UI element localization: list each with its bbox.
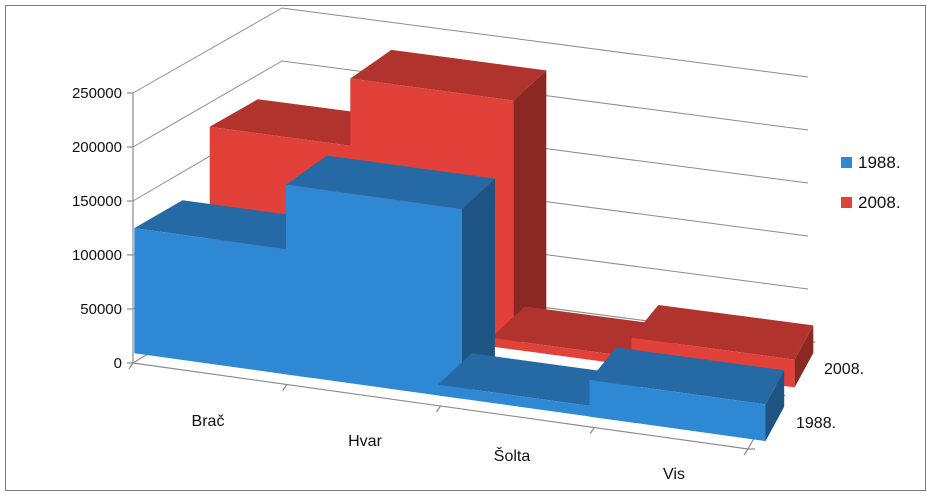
chart-frame: 0 50000 100000 150000 200000 250000 Brač Hvar Š… [5,5,926,491]
bar-1988-1 [286,155,495,399]
depth-axis-labels: 2008. 1988. [796,361,864,432]
y-tick-label: 0 [114,355,122,372]
x-tick-label: Vis [663,466,685,483]
legend-swatch [841,197,852,208]
bar-1988-3 [589,347,785,442]
chart-canvas: 0 50000 100000 150000 200000 250000 Brač Hvar Š… [72,7,901,483]
gridline [132,60,809,148]
legend-label: 2008. [858,193,901,212]
y-tick-label: 200000 [72,139,122,156]
legend-swatch [841,157,852,168]
x-tick-label: Brač [192,413,225,430]
x-tick-mark [743,448,749,456]
legend: 1988. 2008. [841,153,901,212]
gridline [132,7,809,94]
depth-tick-label: 1988. [796,415,836,432]
x-tick-mark [436,405,441,413]
depth-tick-label: 2008. [824,361,864,378]
y-tick-label: 150000 [72,193,122,210]
x-tick-mark [589,427,595,434]
x-tick-mark [128,362,134,370]
y-tick-label: 100000 [72,247,122,264]
y-tick-label: 50000 [80,301,122,318]
x-axis-labels: Brač Hvar Šolta Vis [192,413,685,483]
bars [134,49,814,442]
x-tick-label: Šolta [494,446,531,465]
x-tick-label: Hvar [348,433,382,450]
y-axis-ticks: 0 50000 100000 150000 200000 250000 [72,85,133,372]
y-tick-label: 250000 [72,85,122,102]
legend-label: 1988. [858,153,901,172]
x-tick-mark [282,384,288,391]
